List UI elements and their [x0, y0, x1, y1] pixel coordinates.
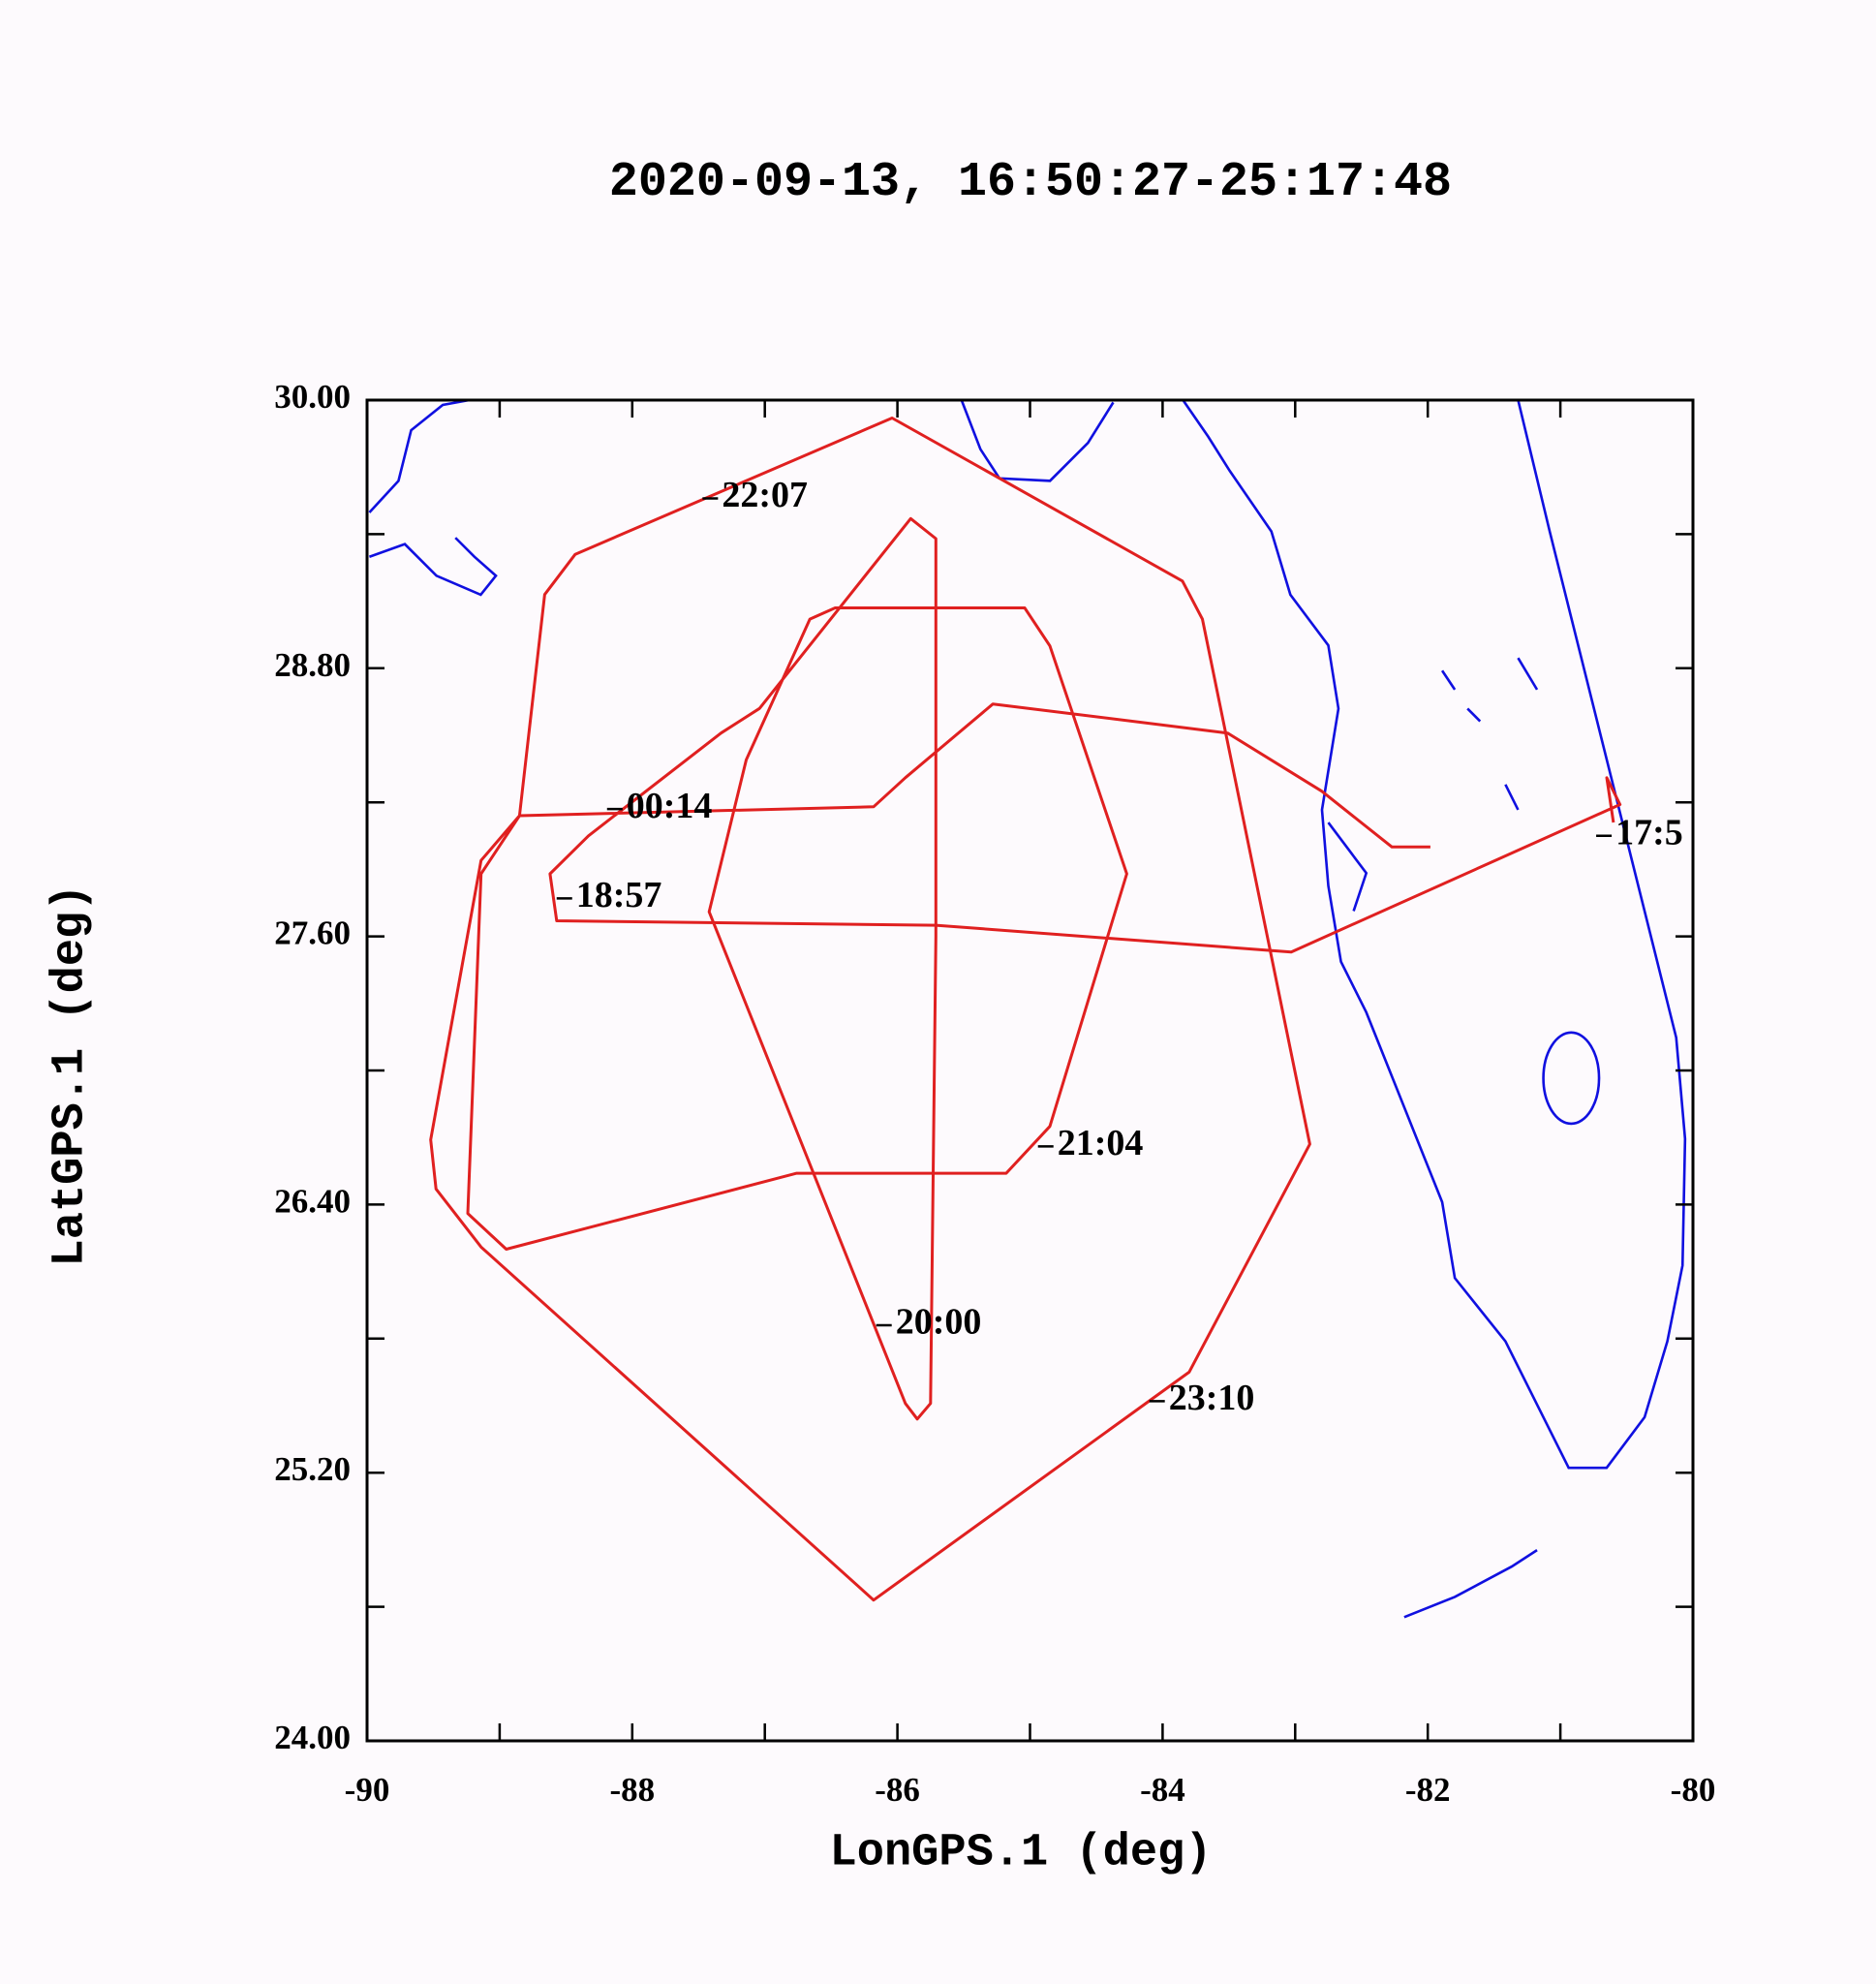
coastline: [368, 398, 498, 597]
x-tick-label: -84: [1140, 1771, 1185, 1809]
keys: [1403, 1548, 1538, 1619]
chart-title: 2020-09-13, 16:50:27-25:17:48: [609, 155, 1452, 210]
y-tick-label: 26.40: [274, 1182, 351, 1220]
coastline: [960, 399, 1115, 482]
annotation: 17:5: [1615, 813, 1683, 853]
x-axis-label: LonGPS.1 (deg): [830, 1827, 1213, 1878]
y-tick-label: 24.00: [274, 1719, 351, 1756]
lake: [1542, 1031, 1601, 1126]
y-tick-label: 30.00: [274, 378, 351, 416]
annotation: 00:14: [627, 786, 713, 826]
y-tick-label: 25.20: [274, 1450, 351, 1488]
x-tick-label: -90: [345, 1771, 390, 1809]
flight-track: [429, 417, 1622, 1602]
coastline: [1327, 657, 1539, 912]
annotation: 18:57: [576, 875, 662, 915]
x-tick-label: -80: [1671, 1771, 1716, 1809]
plot-frame: [365, 398, 1695, 1743]
y-axis-label: LatGPS.1 (deg): [45, 884, 96, 1267]
x-tick-label: -86: [875, 1771, 920, 1809]
y-tick-label: 28.80: [274, 646, 351, 684]
annotation: 21:04: [1058, 1123, 1144, 1163]
annotation: 22:07: [722, 475, 808, 515]
x-tick-label: -88: [609, 1771, 655, 1809]
x-tick-label: -82: [1405, 1771, 1451, 1809]
coastline: [1182, 399, 1687, 1470]
y-tick-label: 27.60: [274, 914, 351, 952]
annotation: 20:00: [896, 1302, 982, 1343]
map-coastline: [368, 398, 1687, 1619]
annotation: 23:10: [1169, 1378, 1255, 1418]
